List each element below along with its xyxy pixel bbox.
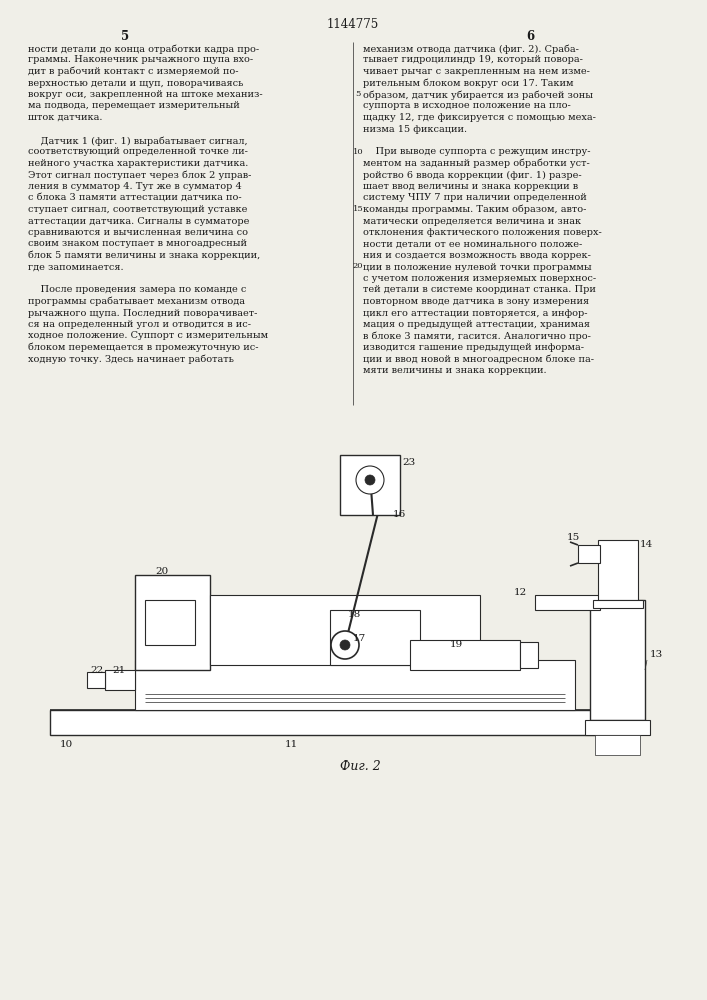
Text: 11: 11 — [285, 740, 298, 749]
Text: 15: 15 — [567, 533, 580, 542]
Text: тей детали в системе координат станка. При: тей детали в системе координат станка. П… — [363, 286, 596, 294]
Text: шает ввод величины и знака коррекции в: шает ввод величины и знака коррекции в — [363, 182, 578, 191]
Bar — [145, 600, 195, 645]
Bar — [87, 672, 105, 688]
Bar — [210, 595, 480, 665]
Bar — [590, 600, 645, 720]
Text: программы срабатывает механизм отвода: программы срабатывает механизм отвода — [28, 297, 245, 306]
Circle shape — [356, 466, 384, 494]
Text: 17: 17 — [353, 634, 366, 643]
Bar — [105, 670, 135, 690]
Text: ходное положение. Суппорт с измерительным: ходное положение. Суппорт с измерительны… — [28, 332, 268, 340]
Text: шток датчика.: шток датчика. — [28, 113, 103, 122]
Text: ции и ввод новой в многоадресном блоке па-: ции и ввод новой в многоадресном блоке п… — [363, 355, 594, 364]
Text: ся на определенный угол и отводится в ис-: ся на определенный угол и отводится в ис… — [28, 320, 251, 329]
Text: вокруг оси, закрепленной на штоке механиз-: вокруг оси, закрепленной на штоке механи… — [28, 90, 262, 99]
Text: рительным блоком вокруг оси 17. Таким: рительным блоком вокруг оси 17. Таким — [363, 79, 573, 88]
Text: 19: 19 — [450, 640, 463, 649]
Text: щадку 12, где фиксируется с помощью меха-: щадку 12, где фиксируется с помощью меха… — [363, 113, 596, 122]
Text: 21: 21 — [112, 666, 125, 675]
Text: ности детали от ее номинального положе-: ности детали от ее номинального положе- — [363, 239, 583, 248]
Text: Датчик 1 (фиг. 1) вырабатывает сигнал,: Датчик 1 (фиг. 1) вырабатывает сигнал, — [28, 136, 247, 145]
Circle shape — [331, 631, 359, 659]
Text: ментом на заданный размер обработки уст-: ментом на заданный размер обработки уст- — [363, 159, 590, 168]
Text: матически определяется величина и знак: матически определяется величина и знак — [363, 217, 581, 226]
Bar — [330, 610, 420, 665]
Text: Этот сигнал поступает через блок 2 управ-: Этот сигнал поступает через блок 2 управ… — [28, 170, 252, 180]
Text: При выводе суппорта с режущим инстру-: При выводе суппорта с режущим инстру- — [363, 147, 590, 156]
Bar — [598, 540, 638, 600]
Text: ции в положение нулевой точки программы: ции в положение нулевой точки программы — [363, 262, 592, 271]
Text: 12: 12 — [514, 588, 527, 597]
Text: мация о предыдущей аттестации, хранимая: мация о предыдущей аттестации, хранимая — [363, 320, 590, 329]
Text: тывает гидроцилиндр 19, который поворa-: тывает гидроцилиндр 19, который поворa- — [363, 55, 583, 64]
Bar — [410, 640, 520, 670]
Text: ступает сигнал, соответствующий уставке: ступает сигнал, соответствующий уставке — [28, 205, 247, 214]
Bar — [340, 455, 400, 515]
Circle shape — [365, 475, 375, 485]
Text: блок 5 памяти величины и знака коррекции,: блок 5 памяти величины и знака коррекции… — [28, 251, 260, 260]
Text: 14: 14 — [640, 540, 653, 549]
Text: повторном вводе датчика в зону измерения: повторном вводе датчика в зону измерения — [363, 297, 589, 306]
Text: с блока 3 памяти аттестации датчика по-: с блока 3 памяти аттестации датчика по- — [28, 194, 242, 202]
Text: механизм отвода датчика (фиг. 2). Сраба-: механизм отвода датчика (фиг. 2). Сраба- — [363, 44, 579, 53]
Text: мяти величины и знака коррекции.: мяти величины и знака коррекции. — [363, 366, 547, 375]
Bar — [595, 735, 640, 755]
Text: ма подвода, перемещает измерительный: ма подвода, перемещает измерительный — [28, 102, 240, 110]
Text: ния и создается возможность ввода коррек-: ния и создается возможность ввода коррек… — [363, 251, 591, 260]
Text: 20: 20 — [155, 567, 168, 576]
Text: дит в рабочий контакт с измеряемой по-: дит в рабочий контакт с измеряемой по- — [28, 67, 238, 77]
Text: аттестации датчика. Сигналы в сумматоре: аттестации датчика. Сигналы в сумматоре — [28, 217, 250, 226]
Circle shape — [340, 640, 350, 650]
Text: 16: 16 — [393, 510, 407, 519]
Bar — [535, 595, 600, 610]
Text: где запоминается.: где запоминается. — [28, 262, 124, 271]
Text: 13: 13 — [650, 650, 663, 659]
Text: с учетом положения измеряемых поверхнос-: с учетом положения измеряемых поверхнос- — [363, 274, 596, 283]
Text: сравниваются и вычисленная величина со: сравниваются и вычисленная величина со — [28, 228, 248, 237]
Text: 10: 10 — [60, 740, 74, 749]
Text: 20: 20 — [353, 262, 363, 270]
Bar — [578, 545, 600, 563]
Text: 18: 18 — [348, 610, 361, 619]
Text: своим знаком поступает в многоадресный: своим знаком поступает в многоадресный — [28, 239, 247, 248]
Bar — [593, 600, 643, 608]
Text: 22: 22 — [90, 666, 103, 675]
Bar — [135, 660, 575, 710]
Bar — [585, 720, 650, 735]
Text: ройство 6 ввода коррекции (фиг. 1) разре-: ройство 6 ввода коррекции (фиг. 1) разре… — [363, 170, 582, 180]
Text: блоком перемещается в промежуточную ис-: блоком перемещается в промежуточную ис- — [28, 343, 259, 353]
Text: отклонения фактического положения поверх-: отклонения фактического положения поверх… — [363, 228, 602, 237]
Text: 6: 6 — [526, 30, 534, 43]
Text: систему ЧПУ 7 при наличии определенной: систему ЧПУ 7 при наличии определенной — [363, 194, 587, 202]
Text: Фиг. 2: Фиг. 2 — [340, 760, 381, 773]
Text: 5: 5 — [121, 30, 129, 43]
Text: соответствующий определенной точке ли-: соответствующий определенной точке ли- — [28, 147, 248, 156]
Text: ности детали до конца отработки кадра про-: ности детали до конца отработки кадра пр… — [28, 44, 259, 53]
Text: образом, датчик убирается из рабочей зоны: образом, датчик убирается из рабочей зон… — [363, 90, 593, 100]
Text: 1144775: 1144775 — [327, 18, 379, 31]
Text: чивает рычаг с закрепленным на нем изме-: чивает рычаг с закрепленным на нем изме- — [363, 67, 590, 76]
Text: После проведения замера по команде с: После проведения замера по команде с — [28, 286, 246, 294]
Text: рычажного щупа. Последний поворачивает-: рычажного щупа. Последний поворачивает- — [28, 308, 257, 318]
Bar — [520, 642, 538, 668]
Bar — [135, 575, 210, 670]
Bar — [50, 710, 630, 735]
Text: цикл его аттестации повторяется, а инфор-: цикл его аттестации повторяется, а инфор… — [363, 308, 588, 318]
Text: суппорта в исходное положение на пло-: суппорта в исходное положение на пло- — [363, 102, 571, 110]
Text: граммы. Наконечник рычажного щупа вхо-: граммы. Наконечник рычажного щупа вхо- — [28, 55, 253, 64]
Text: 23: 23 — [402, 458, 415, 467]
Text: 5: 5 — [356, 90, 361, 98]
Text: ления в сумматор 4. Тут же в сумматор 4: ления в сумматор 4. Тут же в сумматор 4 — [28, 182, 242, 191]
Text: 10: 10 — [353, 147, 363, 155]
Text: верхностью детали и щуп, поворачиваясь: верхностью детали и щуп, поворачиваясь — [28, 79, 243, 88]
Text: низма 15 фиксации.: низма 15 фиксации. — [363, 124, 467, 133]
Text: команды программы. Таким образом, авто-: команды программы. Таким образом, авто- — [363, 205, 586, 215]
Text: нейного участка характеристики датчика.: нейного участка характеристики датчика. — [28, 159, 248, 168]
Text: ходную точку. Здесь начинает работать: ходную точку. Здесь начинает работать — [28, 355, 234, 364]
Text: в блоке 3 памяти, гасится. Аналогично про-: в блоке 3 памяти, гасится. Аналогично пр… — [363, 332, 591, 341]
Text: 15: 15 — [353, 205, 363, 213]
Text: изводится гашение предыдущей информа-: изводится гашение предыдущей информа- — [363, 343, 584, 352]
